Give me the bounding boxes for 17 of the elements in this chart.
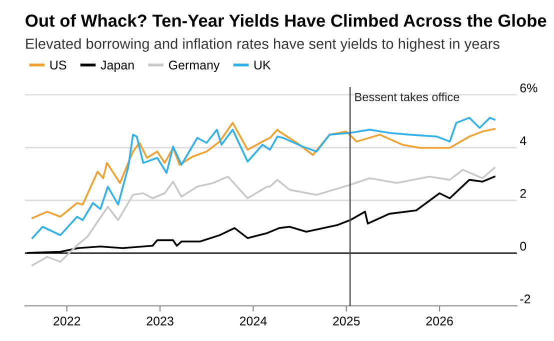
y-tick-label: 0 <box>520 242 526 251</box>
x-tick-label: 2022 <box>54 316 80 326</box>
chart-subtitle: Elevated borrowing and inflation rates have sent yields to highest in years <box>26 38 500 52</box>
x-tick-label: 2023 <box>146 316 174 326</box>
legend-label: US <box>50 60 66 70</box>
y-tick-label: 2 <box>520 189 526 198</box>
legend-label: Germany <box>168 60 220 72</box>
ref-line-label: Bessent takes office <box>355 92 460 102</box>
y-tick-label: -2 <box>520 294 530 304</box>
legend-label: UK <box>254 60 271 70</box>
x-tick-label: 2026 <box>426 316 453 326</box>
x-tick-label: 2024 <box>240 316 267 326</box>
y-tick-label: 4 <box>520 136 526 146</box>
legend-label: Japan <box>100 60 134 72</box>
y-tick-label: 6% <box>520 84 538 92</box>
chart-title: Out of Whack? Ten-Year Yields Have Climbed Across the Globe <box>26 14 546 27</box>
x-tick-label: 2025 <box>333 316 360 326</box>
